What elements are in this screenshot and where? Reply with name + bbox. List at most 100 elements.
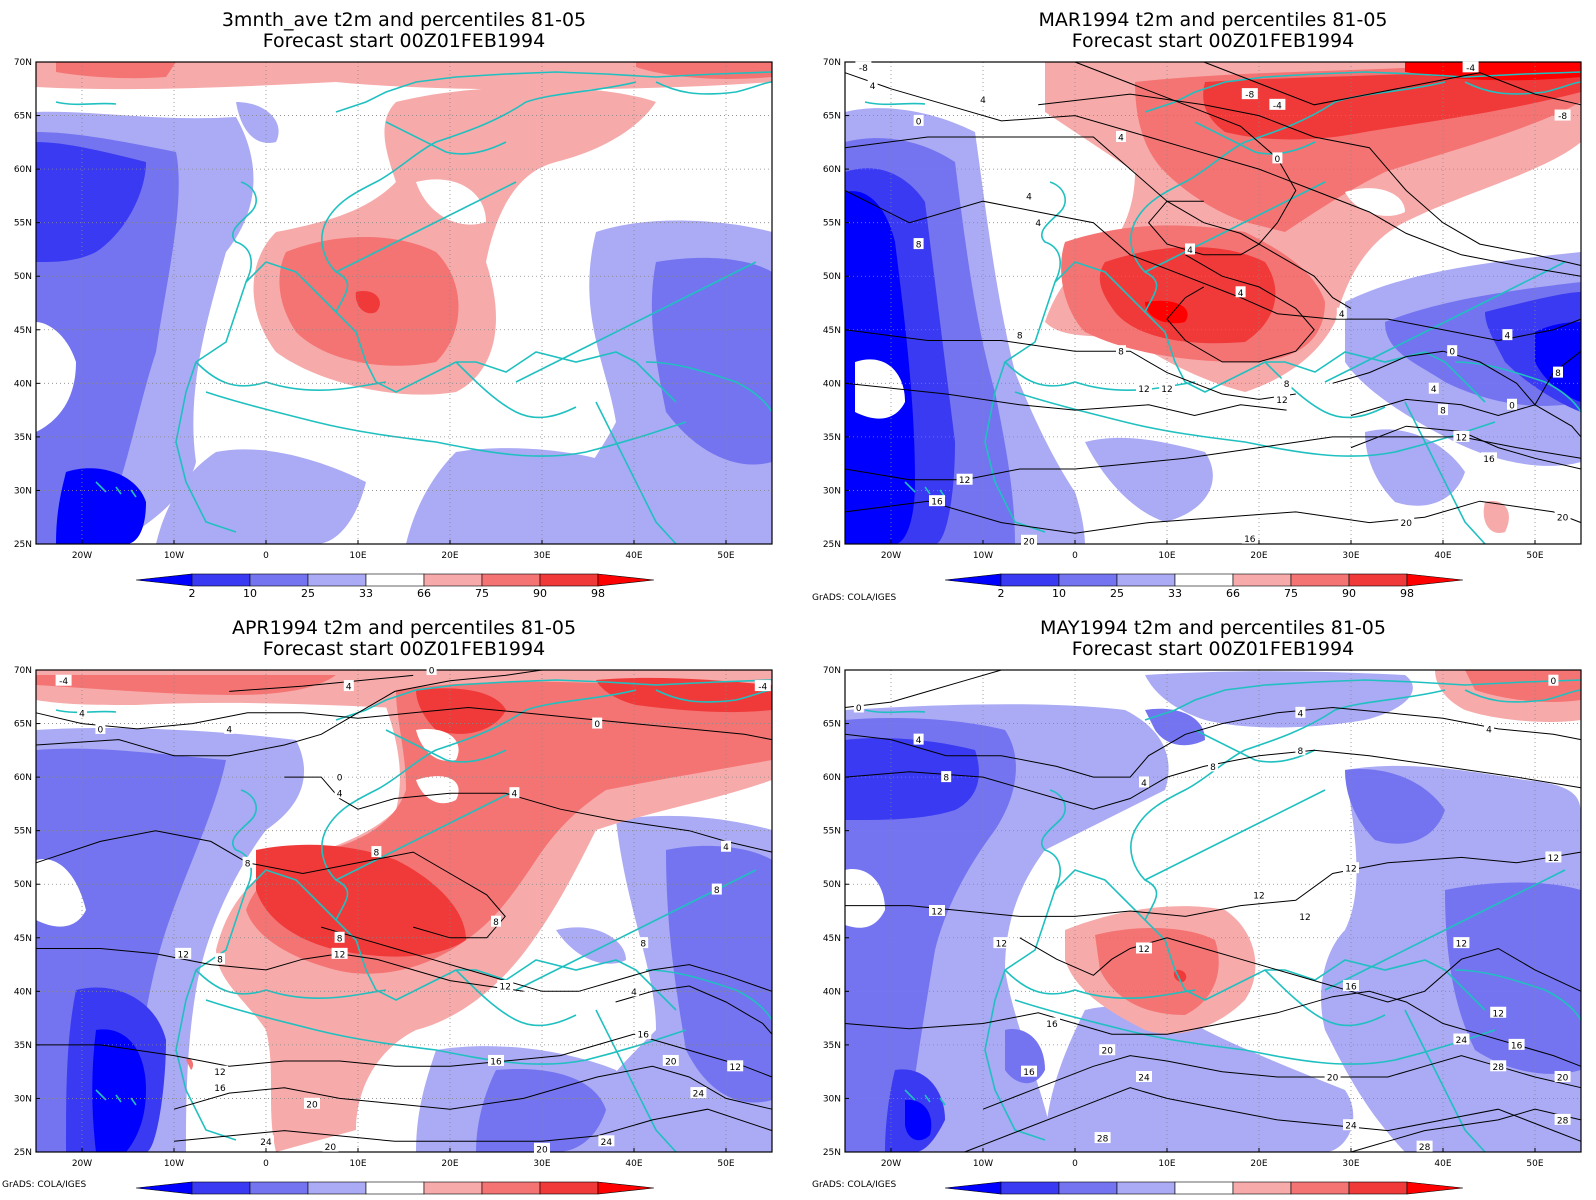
- panel-subtitle: Forecast start 00Z01FEB1994: [263, 30, 545, 52]
- contour-label: 12: [1548, 854, 1559, 864]
- contour-label-bg: [322, 1140, 339, 1152]
- lon-tick-label: 0: [1072, 1159, 1078, 1169]
- contour-label-bg: [1295, 744, 1306, 756]
- lat-axis: 70N 65N 60N 55N 50N 45N 40N 35N 30N 25N: [823, 58, 849, 550]
- panel-3mnth-ave: 3mnth_ave t2m and percentiles 81-05 Fore…: [14, 9, 773, 600]
- contour-label: 20: [325, 1143, 337, 1153]
- lat-tick-label: 55N: [14, 827, 32, 837]
- contour-label-bg: [941, 771, 952, 783]
- lat-tick-label: 60N: [823, 165, 841, 175]
- contour-label: 4: [337, 790, 343, 800]
- lat-tick-label: 55N: [823, 827, 841, 837]
- contour-label: 20: [665, 1057, 677, 1067]
- contour-label-bg: [1343, 862, 1359, 874]
- contour-label: 8: [1440, 407, 1446, 417]
- lat-tick-label: 55N: [823, 219, 841, 229]
- contour-line: [1074, 61, 1297, 256]
- contour-label-bg: [1481, 452, 1497, 464]
- colorbar-segment: [1000, 573, 1060, 587]
- lat-tick-label: 65N: [823, 112, 841, 122]
- contour-label-bg: [1021, 1065, 1037, 1077]
- colorbar-segment: [135, 573, 193, 587]
- lat-tick-label: 45N: [823, 326, 841, 336]
- lat-tick-label: 55N: [14, 219, 32, 229]
- contour-label-bg: [212, 1065, 228, 1077]
- contour-line: [1350, 425, 1582, 470]
- panel-may1994: MAY1994 t2m and percentiles 81-05 Foreca…: [823, 617, 1582, 1200]
- colorbar-segment: [1116, 1181, 1176, 1195]
- lon-tick-label: 30E: [533, 1159, 550, 1169]
- lon-tick-label: 50E: [1526, 551, 1543, 561]
- colorbar-label: 2: [189, 587, 196, 600]
- lon-axis: 20W 10W 0 10E 20E 30E 40E 50E: [881, 540, 1544, 561]
- lat-tick-label: 65N: [14, 112, 32, 122]
- colorbar-label: 33: [359, 587, 373, 600]
- contour-label-bg: [1136, 942, 1152, 954]
- contour-label-bg: [727, 1060, 744, 1072]
- lat-tick-label: 50N: [823, 880, 841, 890]
- contour-label-bg: [55, 674, 72, 686]
- lon-tick-label: 20E: [441, 551, 458, 561]
- contour-label-bg: [1447, 345, 1458, 357]
- contour-label-bg: [993, 937, 1010, 949]
- lon-tick-label: 40E: [1434, 551, 1451, 561]
- contour-label-bg: [371, 846, 382, 858]
- contour-label-bg: [534, 1142, 550, 1154]
- contour-label: 16: [1046, 1020, 1058, 1030]
- contour-label-bg: [913, 238, 924, 250]
- contour-label: 12: [1456, 433, 1467, 443]
- colorbar-label: 75: [1284, 587, 1298, 600]
- contour-label: 8: [493, 918, 499, 928]
- contour-line: [844, 990, 1582, 1067]
- contour-label: 8: [1555, 369, 1561, 379]
- contour-line: [173, 1108, 773, 1142]
- contour-label: 4: [1431, 385, 1437, 395]
- contour-label-bg: [1033, 216, 1044, 228]
- colorbar-label: 25: [1110, 587, 1124, 600]
- contour-label: 0: [1551, 677, 1557, 687]
- contour-label: 8: [1017, 332, 1023, 342]
- contour-label-bg: [1099, 1044, 1116, 1056]
- map-frame: [35, 669, 773, 1153]
- contour-label: 16: [1511, 1041, 1523, 1051]
- coastlines: [864, 71, 1582, 545]
- lon-tick-label: 20W: [72, 551, 92, 561]
- contour-label: 20: [1557, 1074, 1569, 1084]
- contour-label: 12: [959, 476, 970, 486]
- lat-tick-label: 35N: [823, 433, 841, 443]
- lat-tick-label: 35N: [14, 1041, 32, 1051]
- contour-label-bg: [343, 680, 354, 692]
- contour-line: [229, 674, 414, 692]
- lon-tick-label: 50E: [1526, 1159, 1543, 1169]
- contour-line: [1332, 350, 1582, 438]
- contour-label: -4: [1273, 101, 1282, 111]
- contour-label: 16: [1023, 1068, 1035, 1078]
- contour-label-bg: [1416, 1140, 1433, 1152]
- contour-label: 24: [693, 1090, 705, 1100]
- contour-label-bg: [1295, 706, 1306, 718]
- lon-tick-label: 0: [263, 1159, 269, 1169]
- contour-label: 4: [916, 736, 922, 746]
- contour-label-bg: [1136, 382, 1152, 394]
- contour-label-bg: [754, 680, 771, 692]
- contour-label-bg: [1398, 516, 1415, 528]
- contour-label-bg: [497, 979, 514, 991]
- contour-line: [844, 136, 1352, 309]
- contour-label-bg: [1044, 1017, 1060, 1029]
- contour-label: 8: [943, 774, 949, 784]
- contour-label-bg: [1554, 1071, 1571, 1083]
- colorbar-segment: [365, 1181, 425, 1195]
- map-frame: [844, 61, 1582, 545]
- contour-label-bg: [1116, 130, 1126, 142]
- credit-text: GrADS: COLA/IGES: [812, 593, 897, 603]
- contour-line: [173, 1065, 773, 1110]
- contour-label-bg: [1241, 88, 1258, 100]
- contour-label-bg: [1094, 1132, 1111, 1144]
- contour-line: [35, 706, 773, 741]
- contour-label: 4: [79, 709, 85, 719]
- contour-label: 4: [1486, 725, 1492, 735]
- contour-line: [844, 749, 1582, 810]
